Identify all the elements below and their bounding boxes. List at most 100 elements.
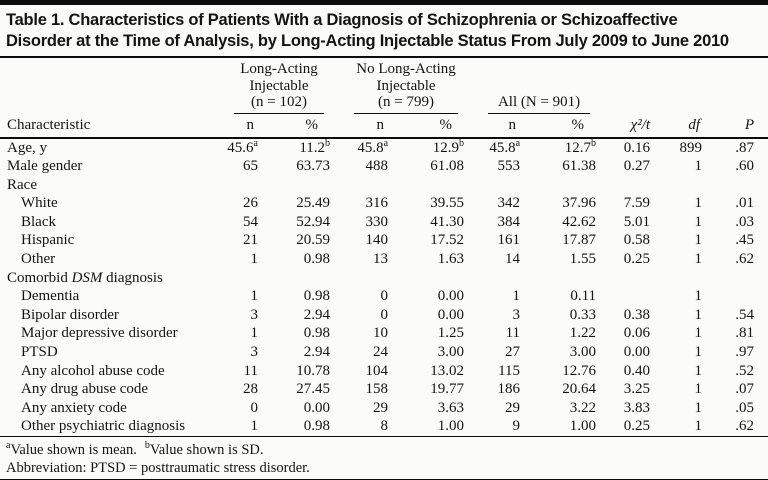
value-cell: 13.02: [430, 362, 465, 379]
df-header: df: [666, 113, 719, 139]
value-cell: [666, 176, 718, 195]
statistics-table: Long-Acting Injectable (n = 102) No Long…: [0, 58, 768, 438]
value-cell: 0.98: [303, 251, 331, 268]
value-cell: 3.63: [437, 399, 465, 416]
value-cell: 0.00: [303, 399, 331, 416]
table-row: Other 1 0.98 13 1.63 14 1.55 0.25 1 .62: [0, 250, 768, 269]
value-cell: .62: [735, 251, 755, 268]
value-cell: .81: [735, 325, 755, 342]
empty-chi-cell: [604, 58, 666, 114]
value-cell: [472, 176, 530, 195]
value-cell: .45: [735, 232, 755, 249]
value-cell: 316: [365, 195, 389, 212]
n-header-no-lai: n: [338, 113, 399, 139]
value-cell: 0.25: [623, 251, 651, 268]
value-cell: 1: [694, 344, 703, 361]
value-cell: 0: [380, 288, 389, 305]
value-cell: 10: [373, 325, 389, 342]
pct-header-no-lai: %: [398, 113, 473, 139]
row-label: Other: [21, 251, 56, 268]
table-footnotes: aValue shown is mean. bValue shown is SD.…: [0, 437, 768, 479]
group-header-all: All (N = 901): [472, 58, 604, 114]
value-cell: 1: [694, 158, 703, 175]
group-no-lai-line2: Injectable: [376, 77, 436, 94]
value-cell: 1: [694, 399, 703, 416]
row-label: White: [21, 195, 58, 212]
value-cell: 25.49: [296, 195, 331, 212]
table-row: White 26 25.49 316 39.55 342 37.96 7.59 1 .01: [0, 194, 768, 213]
value-cell: 1: [694, 213, 703, 230]
value-cell: 0.27: [623, 158, 651, 175]
value-cell: 27: [505, 344, 521, 361]
value-cell: .97: [735, 344, 755, 361]
table-title: Table 1. Characteristics of Patients Wit…: [0, 5, 768, 56]
value-cell: 2.94: [303, 344, 331, 361]
table-row: Age, y 45.6a 11.2b 45.8a 12.9b 45.8a 12.7b 0.16…: [0, 138, 768, 158]
row-label: Major depressive disorder: [21, 325, 178, 342]
section-row: Race: [0, 176, 768, 195]
value-cell: 54: [243, 213, 258, 230]
value-cell: 1: [694, 251, 703, 268]
value-cell: .60: [735, 158, 755, 175]
value-cell: 12.9b: [432, 137, 465, 156]
value-cell: 29: [505, 399, 521, 416]
p-value-header: P: [718, 113, 768, 139]
value-cell: 3.83: [623, 399, 651, 416]
value-cell: 0.16: [623, 139, 651, 156]
value-cell: [530, 269, 604, 288]
row-label: Black: [21, 213, 56, 230]
value-cell: 186: [497, 381, 521, 398]
value-cell: 12.7b: [564, 137, 597, 156]
value-cell: [338, 176, 398, 195]
pct-header-lai: %: [268, 113, 339, 139]
value-cell: 39.55: [430, 195, 465, 212]
value-cell: 5.01: [623, 213, 651, 230]
value-cell: 0.98: [268, 417, 339, 438]
value-cell: 1: [694, 362, 703, 379]
row-label: Male gender: [7, 158, 83, 175]
value-cell: 1.63: [437, 251, 465, 268]
value-cell: 65: [243, 158, 258, 175]
value-cell: 37.96: [562, 195, 597, 212]
group-no-lai-line1: No Long-Acting: [356, 61, 456, 77]
value-cell: [218, 269, 268, 288]
row-label: Any anxiety code: [21, 399, 127, 416]
value-cell: 21: [243, 232, 258, 249]
n-header-lai: n: [218, 113, 268, 139]
table-body: Age, y 45.6a 11.2b 45.8a 12.9b 45.8a 12.7b 0.16…: [0, 138, 768, 438]
value-cell: 0: [380, 306, 389, 323]
value-cell: 63.73: [296, 158, 331, 175]
row-label: Any drug abuse code: [21, 381, 149, 398]
value-cell: [604, 176, 666, 195]
value-cell: 45.8a: [357, 137, 389, 156]
table-row: Black 54 52.94 330 41.30 384 42.62 5.01 1 .03: [0, 213, 768, 232]
value-cell: 330: [365, 213, 389, 230]
group-all-label: All (N = 901): [497, 94, 581, 110]
table-title-line2: Disorder at the Time of Analysis, by Lon…: [6, 32, 729, 50]
value-cell: 45.8a: [489, 137, 521, 156]
group-lai-line2: Injectable: [249, 77, 309, 94]
table-row: Hispanic 21 20.59 140 17.52 161 17.87 0.58 1 .45: [0, 231, 768, 250]
pct-header-all: %: [530, 113, 605, 139]
value-cell: 1: [694, 381, 703, 398]
group-header-lai: Long-Acting Injectable (n = 102): [218, 58, 338, 114]
value-cell: 10.78: [296, 362, 331, 379]
value-cell: 41.30: [430, 213, 465, 230]
value-cell: [666, 269, 718, 288]
empty-corner-cell: [0, 58, 218, 114]
value-cell: 3: [250, 306, 259, 323]
value-cell: 7.59: [623, 195, 651, 212]
value-cell: 1: [218, 417, 268, 438]
value-cell: 3: [512, 306, 521, 323]
value-cell: 1: [512, 288, 521, 305]
chi-square-t-header: χ²/t: [604, 113, 667, 139]
value-cell: 0.25: [604, 417, 667, 438]
value-cell: 9: [472, 417, 531, 438]
value-cell: 3.22: [569, 399, 597, 416]
value-cell: .52: [735, 362, 755, 379]
value-cell: 61.08: [430, 158, 465, 175]
row-label: Comorbid DSM diagnosis: [7, 269, 163, 286]
value-cell: 52.94: [296, 213, 331, 230]
value-cell: 17.52: [430, 232, 465, 249]
